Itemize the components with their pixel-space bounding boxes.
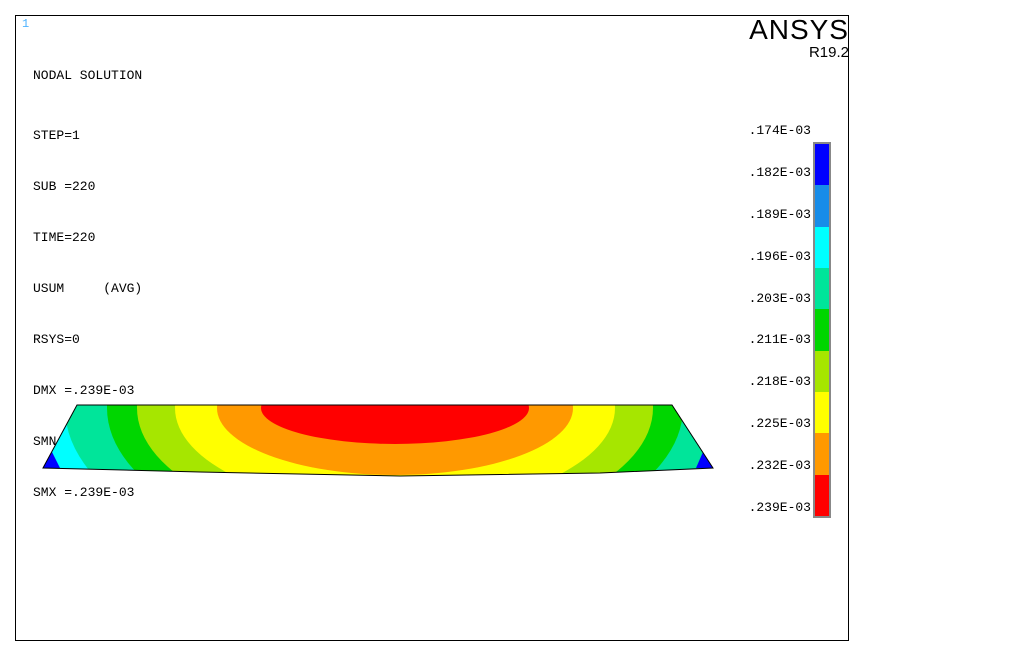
legend-label: .174E-03 xyxy=(748,123,811,138)
ansys-logo: ANSYS R19.2 xyxy=(749,14,849,61)
info-title: NODAL SOLUTION xyxy=(33,68,143,83)
info-line: USUM (AVG) xyxy=(33,281,143,296)
legend-label: .218E-03 xyxy=(748,374,811,389)
legend-swatch xyxy=(815,144,829,186)
info-line: TIME=220 xyxy=(33,230,96,245)
info-line: SMX =.239E-03 xyxy=(33,485,135,500)
legend-swatch xyxy=(815,474,829,516)
legend-label: .182E-03 xyxy=(748,165,811,180)
legend-label: .211E-03 xyxy=(748,332,811,347)
legend-swatch xyxy=(815,433,829,475)
legend-swatch xyxy=(815,309,829,351)
info-line: STEP=1 xyxy=(33,128,80,143)
legend-swatch xyxy=(815,226,829,268)
contour-band xyxy=(261,405,529,444)
graphics-window xyxy=(15,15,849,641)
legend-label: .239E-03 xyxy=(748,500,811,515)
info-line: SUB =220 xyxy=(33,179,96,194)
legend-swatch xyxy=(815,267,829,310)
legend-label: .189E-03 xyxy=(748,207,811,222)
brand-version: R19.2 xyxy=(808,44,849,61)
info-line: DMX =.239E-03 xyxy=(33,383,135,398)
legend-label: .196E-03 xyxy=(748,249,811,264)
info-line: RSYS=0 xyxy=(33,332,80,347)
brand-name: ANSYS xyxy=(749,14,849,45)
legend-swatch xyxy=(815,391,829,434)
beam-outline xyxy=(42,404,714,477)
legend-swatch xyxy=(815,350,829,392)
legend-label: .225E-03 xyxy=(748,416,811,431)
nodal-solution-info: NODAL SOLUTION STEP=1 SUB =220 TIME=220 … xyxy=(33,33,142,518)
contour-band xyxy=(43,452,60,468)
contour-band xyxy=(696,452,713,468)
legend-swatch xyxy=(815,185,829,227)
legend-label: .232E-03 xyxy=(748,458,811,473)
legend-color-bar xyxy=(813,142,831,518)
window-number: 1 xyxy=(22,17,30,31)
legend-label: .203E-03 xyxy=(748,291,811,306)
